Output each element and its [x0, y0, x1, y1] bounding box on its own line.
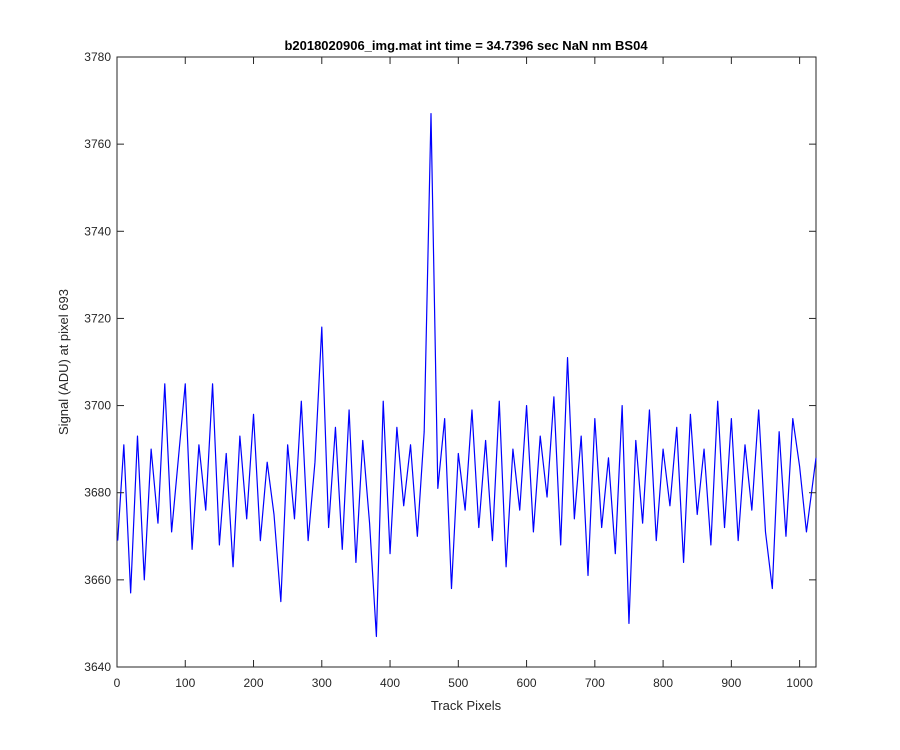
- y-tick-label: 3680: [84, 486, 111, 500]
- y-tick-label: 3780: [84, 50, 111, 64]
- x-tick-label: 1000: [786, 676, 813, 690]
- axes-box: [116, 56, 817, 668]
- x-tick-label: 600: [517, 676, 537, 690]
- y-tick-label: 3660: [84, 573, 111, 587]
- data-layer: [117, 113, 817, 638]
- y-tick-label: 3740: [84, 224, 111, 238]
- y-axis-label: Signal (ADU) at pixel 693: [56, 289, 71, 435]
- x-tick-label: 800: [653, 676, 673, 690]
- plot-area: [116, 56, 817, 668]
- x-tick-label: 500: [448, 676, 468, 690]
- x-tick-label: 100: [175, 676, 195, 690]
- tick-layer: 0 100 200 300 400 500 600 700 800 900 1000 3640 3660…: [84, 50, 816, 690]
- y-tick-label: 3760: [84, 137, 111, 151]
- chart-title: b2018020906_img.mat int time = 34.7396 s…: [284, 38, 648, 53]
- x-tick-label: 700: [585, 676, 605, 690]
- x-tick-label: 0: [114, 676, 121, 690]
- y-tick-label: 3720: [84, 311, 111, 325]
- x-axis-label: Track Pixels: [431, 698, 502, 713]
- x-tick-label: 400: [380, 676, 400, 690]
- x-tick-label: 200: [244, 676, 264, 690]
- y-tick-label: 3640: [84, 660, 111, 674]
- y-tick-label: 3700: [84, 399, 111, 413]
- x-tick-label: 300: [312, 676, 332, 690]
- x-tick-label: 900: [721, 676, 741, 690]
- series-line-0: [117, 113, 817, 638]
